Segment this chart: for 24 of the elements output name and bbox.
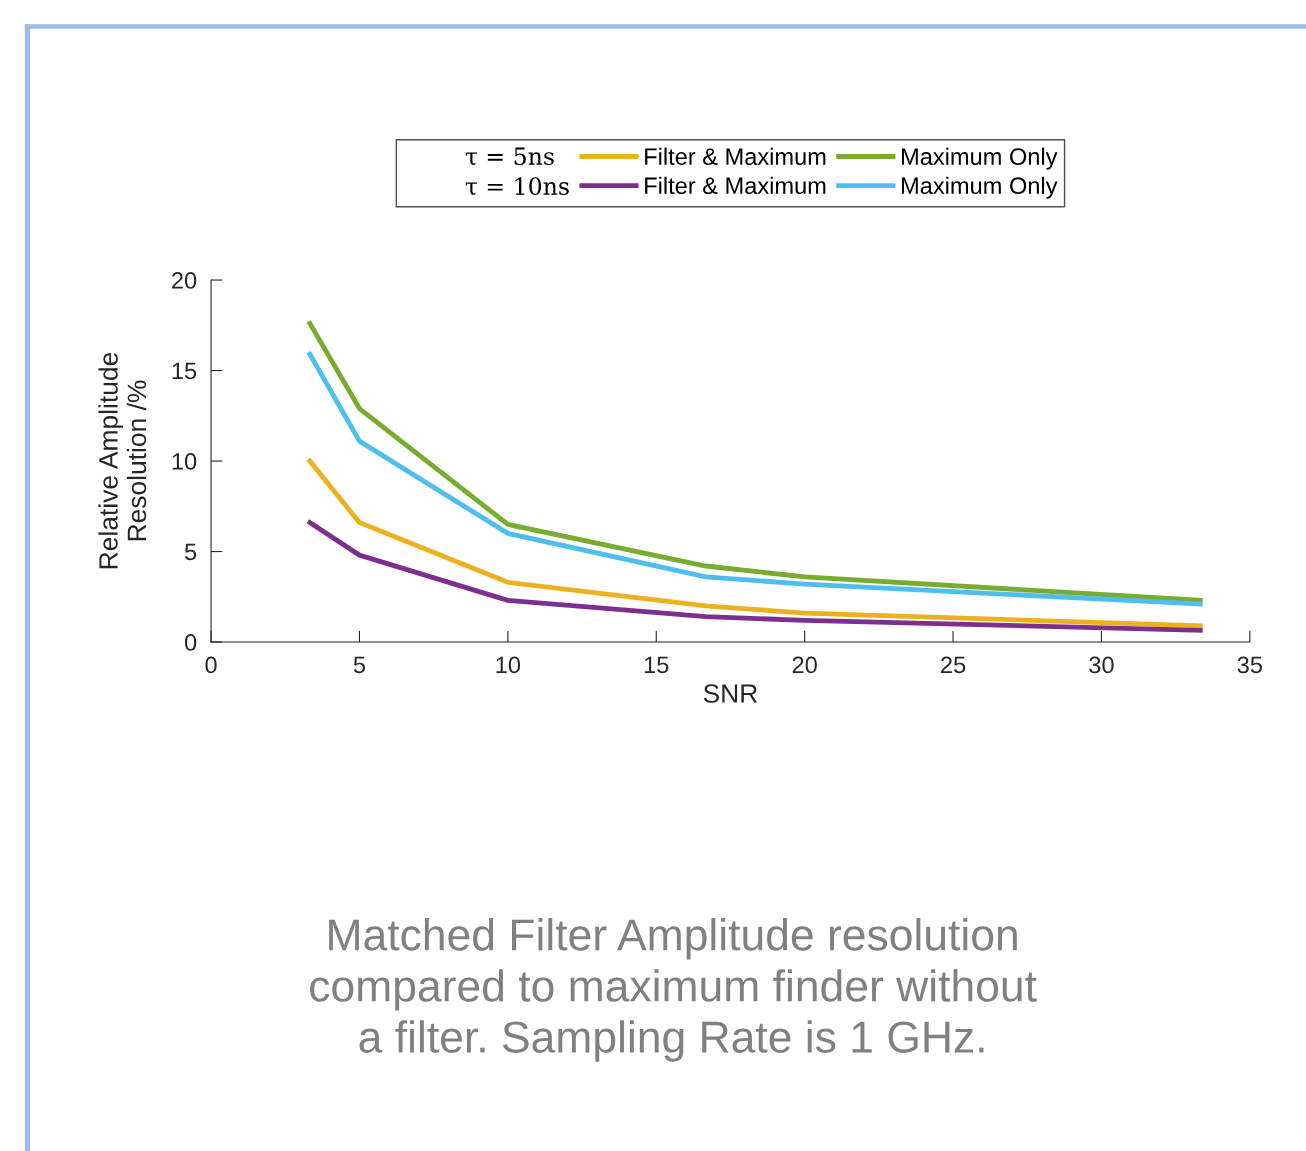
x-tick-label: 0 [205,656,217,674]
text: Matched Filter Amplitude resolution compared to maximum finder without a filter. Sampling Rate is 1 GHz. [310,918,1037,1062]
text: τ = 5ns [465,147,554,166]
x-tick-label: 5 [353,656,366,674]
x-axis-title: SNR [703,684,758,703]
y-tick-label: 10 [172,453,197,470]
y-axis-title: Relative Amplitude Resolution /% [98,352,147,569]
x-tick-label: 35 [1237,656,1262,674]
legend-label: Maximum Only [902,176,1058,199]
legend-label: Filter & Maximum [645,176,826,195]
legend-label: Filter & Maximum [645,147,826,165]
x-tick-label: 10 [496,656,521,674]
x-tick-label: 20 [792,656,817,674]
y-tick-label: 0 [184,634,197,651]
x-tick-label: 25 [941,656,966,674]
x-tick-label: 15 [644,656,669,674]
y-tick-label: 15 [172,362,197,380]
line-series [307,458,1203,629]
y-tick-label: 20 [172,272,197,289]
y-tick-label: 5 [184,543,197,561]
line-series [307,520,1203,633]
legend-label: Maximum Only [902,147,1058,170]
x-tick-label: 30 [1089,656,1114,674]
text: τ = 10ns [465,177,569,196]
